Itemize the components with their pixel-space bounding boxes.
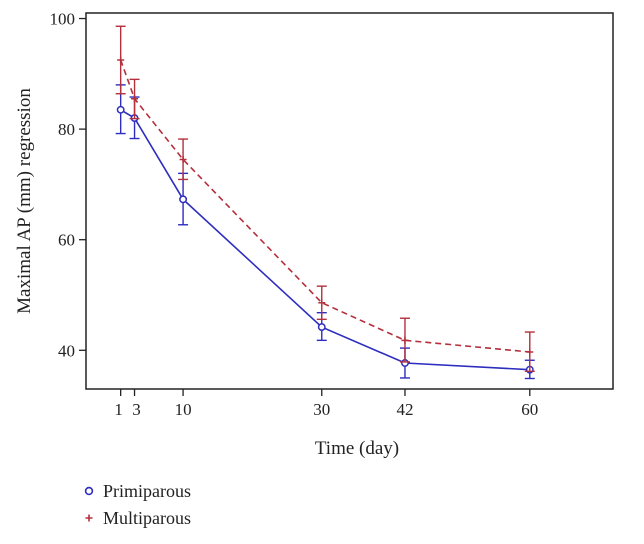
series-primiparous [115, 84, 535, 380]
x-tick-label-10: 10 [175, 400, 192, 419]
series-layer [115, 25, 535, 380]
x-tick-label-42: 42 [396, 400, 413, 419]
data-point [131, 95, 139, 103]
legend-marker-multiparous [85, 514, 93, 522]
y-axis-label: Maximal AP (mm) regression [14, 88, 35, 314]
data-point [179, 195, 188, 204]
series-multiparous [115, 25, 535, 373]
y-tick-label-80: 80 [58, 120, 75, 139]
x-axis-label: Time (day) [315, 438, 399, 459]
y-tick-label-100: 100 [50, 10, 76, 29]
x-tick-label-1: 1 [114, 400, 123, 419]
y-axis: 40 60 80 100 [50, 10, 86, 360]
x-axis: 1 3 10 30 42 60 [114, 389, 538, 419]
data-point [526, 348, 534, 356]
legend-label-multiparous: Multiparous [103, 508, 191, 528]
data-point [401, 336, 409, 344]
x-tick-label-30: 30 [313, 400, 330, 419]
series-line-multiparous [119, 59, 530, 353]
data-point [317, 323, 326, 332]
legend-label-primiparous: Primiparous [103, 481, 191, 501]
plot-frame [85, 12, 614, 390]
legend: Primiparous Multiparous [84, 481, 191, 528]
x-tick-label-60: 60 [521, 400, 538, 419]
data-point [318, 299, 326, 307]
data-point [179, 156, 187, 164]
legend-marker-primiparous [84, 486, 94, 496]
y-tick-label-60: 60 [58, 231, 75, 250]
x-tick-label-3: 3 [132, 400, 141, 419]
series-line-primiparous [120, 109, 530, 371]
data-point [116, 105, 125, 114]
y-tick-label-40: 40 [58, 341, 75, 360]
data-point [117, 56, 125, 64]
